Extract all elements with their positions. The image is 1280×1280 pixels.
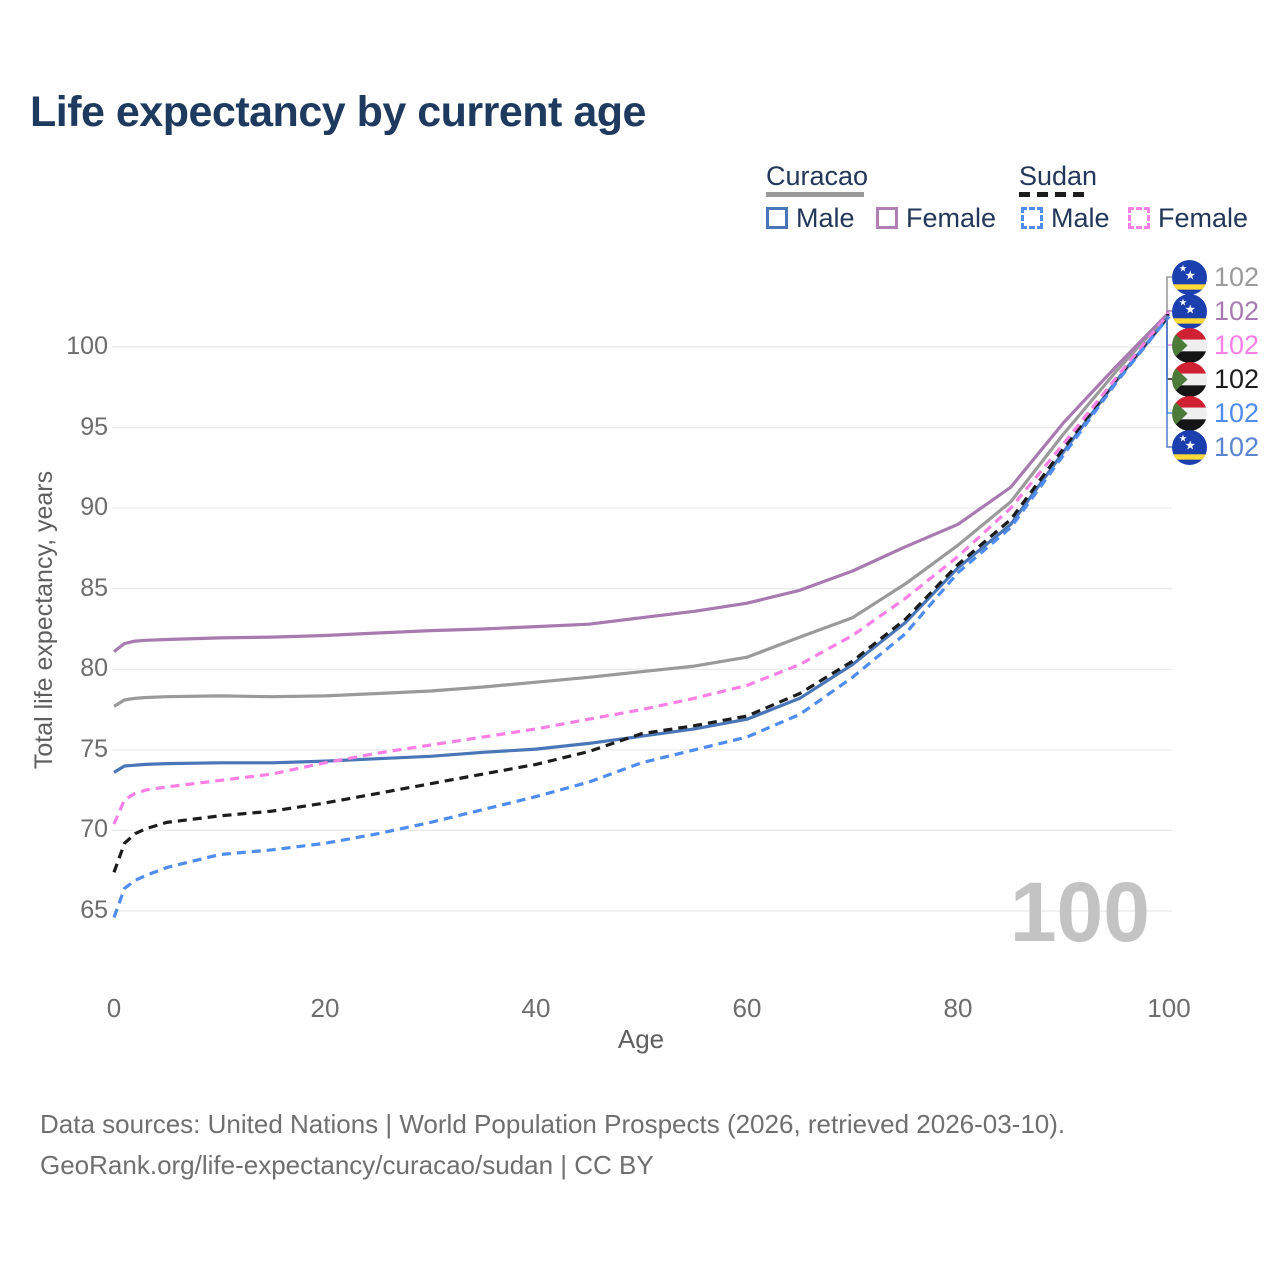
series-line-sudan-female bbox=[112, 312, 1171, 825]
end-value-sudan-male: 102 bbox=[1214, 398, 1260, 428]
x-tick-40: 40 bbox=[521, 993, 551, 1023]
footer: Data sources: United Nations | World Pop… bbox=[40, 1104, 1065, 1186]
series-line-curacao-total bbox=[113, 312, 1171, 708]
legend-label-curacao-female[interactable]: Female bbox=[906, 203, 997, 233]
end-value-curacao-total: 102 bbox=[1214, 262, 1260, 292]
curacao-flag-icon: ★ ★ bbox=[1172, 259, 1207, 295]
curacao-flag-icon: ★ ★ bbox=[1172, 293, 1207, 329]
end-label-row-curacao-total: ★ ★ 102 bbox=[1172, 259, 1260, 295]
legend-underline-curacao-solid bbox=[766, 192, 864, 197]
x-tick-100: 100 bbox=[1147, 993, 1191, 1023]
sudan-flag-icon bbox=[1172, 361, 1207, 397]
series-line-sudan-total bbox=[112, 313, 1171, 873]
age-counter-watermark: 100 bbox=[1010, 865, 1150, 959]
legend-label-sudan-male[interactable]: Male bbox=[1051, 203, 1110, 233]
y-tick-75: 75 bbox=[80, 734, 108, 763]
svg-text:★: ★ bbox=[1179, 297, 1188, 308]
legend-swatch-curacao-female[interactable] bbox=[876, 207, 898, 229]
legend-country-sudan[interactable]: Sudan bbox=[1019, 161, 1098, 191]
y-tick-95: 95 bbox=[80, 412, 108, 441]
legend-underline-sudan-dashed bbox=[1019, 192, 1091, 197]
series-line-curacao-male bbox=[113, 315, 1171, 774]
end-label-row-sudan-male: 102 bbox=[1172, 395, 1260, 431]
y-tick-90: 90 bbox=[80, 493, 108, 522]
legend-swatch-sudan-female[interactable] bbox=[1128, 207, 1150, 229]
legend-label-sudan-female[interactable]: Female bbox=[1158, 203, 1249, 233]
y-tick-100: 100 bbox=[66, 332, 108, 360]
leader-line-curacao-male bbox=[1166, 315, 1172, 448]
legend-label-curacao-male[interactable]: Male bbox=[796, 203, 855, 233]
svg-text:★: ★ bbox=[1185, 268, 1196, 282]
sudan-flag-icon bbox=[1172, 395, 1207, 431]
end-value-curacao-male: 102 bbox=[1214, 432, 1260, 462]
y-tick-80: 80 bbox=[80, 654, 108, 683]
y-tick-70: 70 bbox=[80, 815, 108, 844]
end-label-row-curacao-male: ★ ★ 102 bbox=[1172, 429, 1260, 465]
x-tick-0: 0 bbox=[106, 993, 122, 1023]
end-value-sudan-female: 102 bbox=[1214, 330, 1260, 360]
svg-text:★: ★ bbox=[1185, 438, 1196, 452]
x-tick-20: 20 bbox=[310, 993, 340, 1023]
y-tick-85: 85 bbox=[80, 573, 108, 602]
footer-attribution: GeoRank.org/life-expectancy/curacao/suda… bbox=[40, 1150, 654, 1180]
x-tick-80: 80 bbox=[943, 993, 973, 1023]
end-value-curacao-female: 102 bbox=[1214, 296, 1260, 326]
page-title: Life expectancy by current age bbox=[30, 88, 646, 136]
legend-country-curacao[interactable]: Curacao bbox=[766, 161, 869, 191]
svg-text:★: ★ bbox=[1179, 263, 1188, 274]
leader-line-curacao-female bbox=[1166, 310, 1172, 314]
y-tick-65: 65 bbox=[80, 896, 108, 924]
sudan-flag-icon bbox=[1172, 327, 1207, 363]
x-tick-60: 60 bbox=[732, 993, 762, 1023]
series-line-sudan-male bbox=[112, 315, 1171, 918]
series-line-curacao-female bbox=[113, 311, 1171, 653]
x-axis-title: Age bbox=[617, 1024, 665, 1054]
svg-text:★: ★ bbox=[1179, 433, 1188, 444]
end-value-sudan-total: 102 bbox=[1214, 364, 1260, 394]
curacao-flag-icon: ★ ★ bbox=[1172, 429, 1207, 465]
legend-swatch-sudan-male[interactable] bbox=[1021, 207, 1043, 229]
legend-swatch-curacao-male[interactable] bbox=[766, 207, 788, 229]
footer-data-sources: Data sources: United Nations | World Pop… bbox=[40, 1109, 1066, 1139]
end-label-row-sudan-female: 102 bbox=[1172, 327, 1260, 363]
end-label-row-curacao-female: ★ ★ 102 bbox=[1172, 293, 1260, 329]
svg-text:★: ★ bbox=[1185, 302, 1196, 316]
end-label-row-sudan-total: 102 bbox=[1172, 361, 1260, 397]
